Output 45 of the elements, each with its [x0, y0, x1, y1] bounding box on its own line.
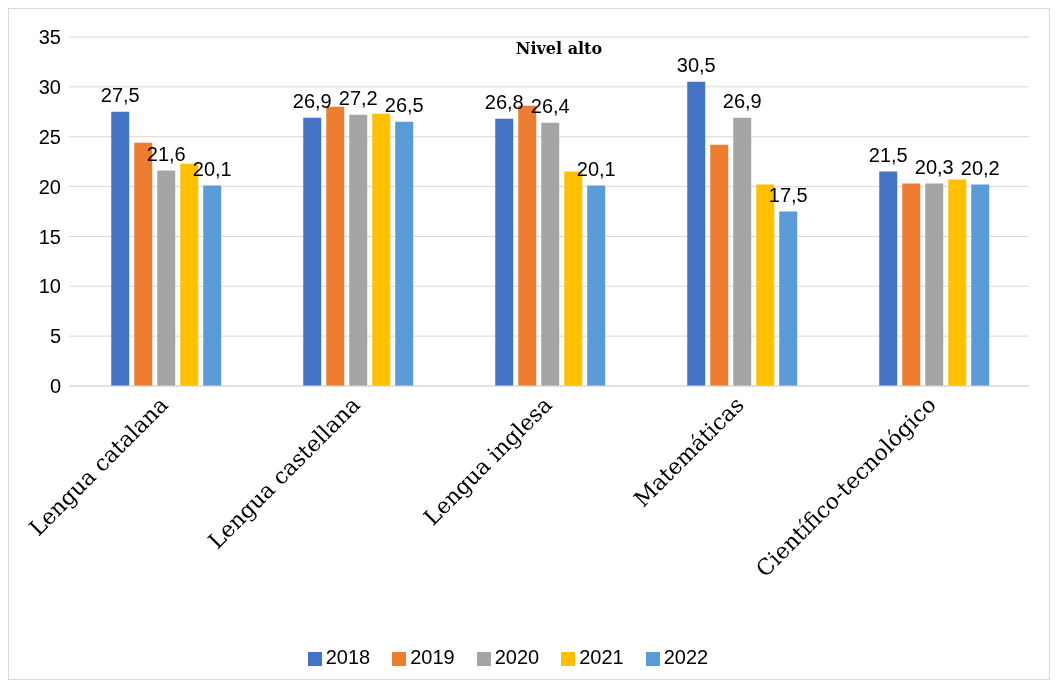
- bar: [349, 114, 368, 386]
- chart-title: Nivel alto: [515, 39, 603, 58]
- data-label: 20,2: [960, 156, 1000, 179]
- legend-label: 2019: [410, 646, 455, 668]
- bar: [925, 183, 944, 386]
- bar: [879, 171, 898, 386]
- data-label: 20,3: [914, 155, 954, 178]
- legend-label: 2018: [325, 646, 371, 668]
- legend-label: 2020: [494, 646, 540, 668]
- bar: [902, 183, 921, 386]
- bar: [303, 117, 322, 386]
- bar: [111, 111, 130, 386]
- bar: [948, 179, 967, 386]
- y-tick-label: 25: [38, 125, 61, 148]
- data-label: 20,1: [576, 157, 616, 180]
- bar: [541, 122, 560, 386]
- data-label: 26,8: [484, 90, 524, 113]
- bar: [157, 170, 176, 386]
- bar: [203, 185, 222, 386]
- y-tick-label: 20: [38, 175, 61, 198]
- bar: [733, 117, 752, 386]
- y-tick-label: 0: [49, 375, 61, 398]
- bar: [971, 184, 990, 386]
- bar: [587, 185, 606, 386]
- data-label: 26,5: [384, 93, 424, 116]
- legend-label: 2021: [579, 646, 624, 668]
- data-label: 27,5: [100, 83, 140, 106]
- bar: [395, 121, 414, 386]
- bar: [779, 211, 798, 386]
- y-tick-label: 15: [38, 225, 61, 248]
- data-label: 26,9: [722, 89, 762, 112]
- y-tick-label: 10: [38, 275, 61, 298]
- data-label: 26,9: [292, 89, 332, 112]
- bar: [710, 144, 729, 386]
- y-tick-label: 30: [38, 75, 61, 98]
- data-label: 27,2: [338, 86, 378, 109]
- legend-label: 2022: [663, 646, 709, 668]
- data-label: 21,5: [868, 143, 908, 166]
- y-tick-label: 35: [38, 26, 61, 49]
- bar: [495, 118, 514, 386]
- bar: [687, 81, 706, 386]
- y-tick-label: 5: [49, 325, 61, 348]
- data-label: 26,4: [530, 94, 570, 117]
- data-label: 30,5: [676, 53, 716, 76]
- bar: [372, 113, 391, 386]
